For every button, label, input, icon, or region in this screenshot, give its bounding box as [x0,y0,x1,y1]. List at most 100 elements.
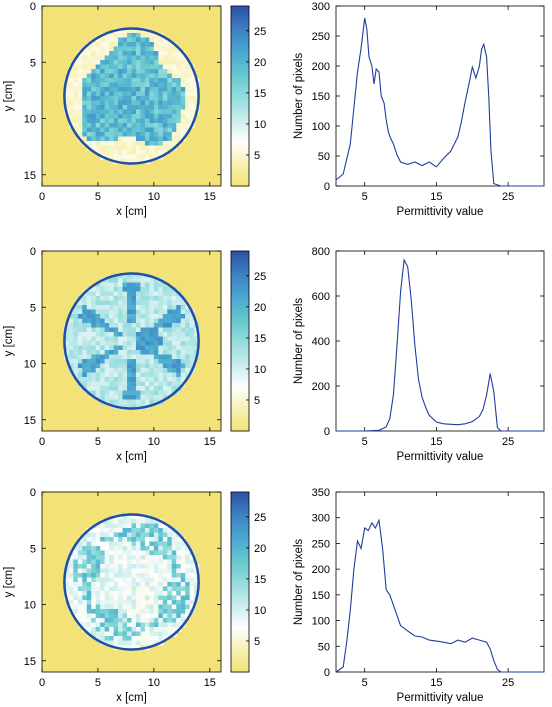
heatmap-cell [167,136,173,142]
heatmap-cell [127,154,133,160]
heatmap-cell [100,546,106,552]
heatmap-cell [109,318,115,324]
heatmap-cell [113,336,119,342]
heatmap-cell [140,555,146,561]
colorbar-swatch [231,138,249,142]
heatmap-cell [162,555,168,561]
heatmap-cell [167,305,173,311]
colorbar-swatch [231,344,249,348]
heatmap-cell [158,37,164,43]
y-tick-label: 300 [312,1,330,13]
heatmap-cell [167,372,173,378]
heatmap-cell [149,64,155,70]
heatmap-cell [109,600,115,606]
heatmap-cell [104,118,110,124]
heatmap-cell [122,372,128,378]
heatmap-cell [180,604,186,610]
heatmap-cell [153,332,159,338]
heatmap-cell [86,350,92,356]
colorbar-swatch [231,377,249,381]
heatmap-cell [127,282,133,288]
heatmap-cell [73,613,79,619]
heatmap-cell [109,305,115,311]
heatmap-cell [113,627,119,633]
heatmap-cell [91,136,97,142]
heatmap-cell [135,354,142,360]
heatmap-cell [158,109,164,115]
heatmap-cell [144,604,150,610]
heatmap-cell [118,622,124,628]
heatmap-cell [180,618,186,624]
heatmap-cell [149,37,155,43]
heatmap-cell [95,78,101,84]
heatmap-cell [135,404,142,410]
heatmap-cell [109,390,115,396]
heatmap-cell [127,514,133,520]
heatmap-cell [109,372,115,378]
heatmap-cell [176,577,182,583]
y-tick-label: 50 [318,641,330,653]
heatmap-cell [104,33,110,39]
heatmap-cell [95,591,101,597]
heatmap-cell [122,73,128,79]
heatmap-cell [158,359,164,365]
colorbar-swatch [231,510,249,514]
heatmap-cell [131,127,137,133]
heatmap-cell [185,123,191,129]
heatmap-cell [73,341,79,347]
heatmap-cell [86,87,92,93]
heatmap-cell [82,541,88,547]
heatmap-cell [140,69,146,75]
heatmap-cell [158,150,164,156]
heatmap-cell [100,636,106,642]
heatmap-cell [104,519,110,525]
heatmap-cell [127,51,133,57]
heatmap-cell [95,327,101,333]
heatmap-cell [127,96,133,102]
heatmap-cell [82,132,88,138]
colorbar-swatch [231,666,249,670]
heatmap-cell [171,127,177,133]
heatmap-cell [122,519,128,525]
heatmap-cell [140,573,146,579]
heatmap-cell [144,555,150,561]
heatmap-cell [135,350,142,356]
heatmap-cell [171,595,177,601]
heatmap-cell [158,323,164,329]
heatmap-cell [68,354,74,360]
heatmap-cell [149,127,155,133]
heatmap-cell [100,363,106,369]
colorbar-swatch [231,624,249,628]
heatmap-cell [104,546,110,552]
heatmap-cell [122,82,128,88]
heatmap-cell [113,278,119,284]
heatmap-cell [176,336,182,342]
heatmap-cell [171,609,177,615]
heatmap-cell [149,519,155,525]
heatmap-cell [131,559,137,565]
heatmap-cell [100,69,106,75]
heatmap-cell [171,332,177,338]
heatmap-cell [118,631,124,637]
heatmap-cell [104,109,110,115]
heatmap-cell [135,564,142,570]
heatmap-cell [162,305,168,311]
heatmap-cell [77,354,83,360]
heatmap-cell [64,582,70,588]
heatmap-cell [153,141,159,147]
heatmap-cell [140,332,146,338]
heatmap-cell [118,91,124,97]
heatmap-cell [176,550,182,556]
heatmap-cell [104,555,110,561]
heatmap-cell [100,573,106,579]
heatmap-cell [149,96,155,102]
heatmap-cell [167,109,173,115]
colorbar-swatch [231,156,249,160]
heatmap-cell [91,296,97,302]
heatmap-cell [162,291,168,297]
heatmap-cell [158,287,164,293]
heatmap-cell [176,613,182,619]
heatmap-cell [135,550,142,556]
heatmap-cell [95,73,101,79]
heatmap-cell [180,359,186,365]
